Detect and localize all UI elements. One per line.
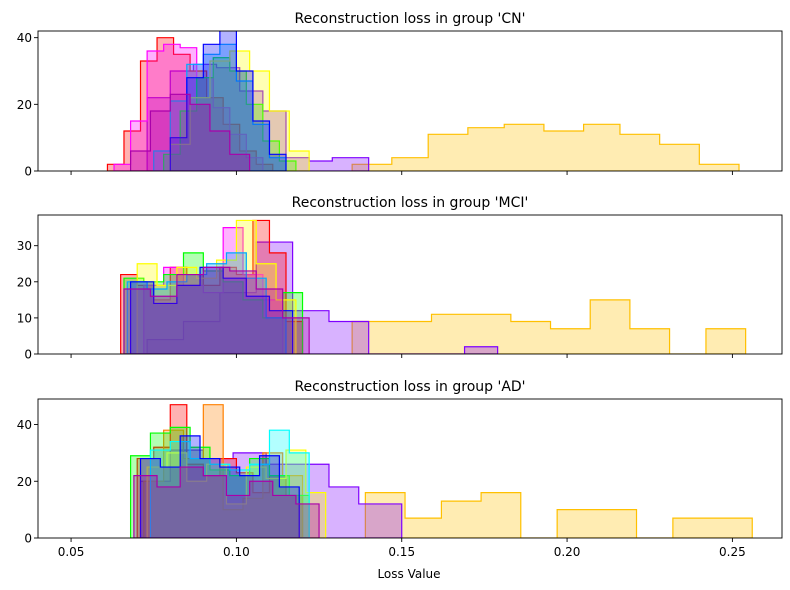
histogram-fill [140,450,402,538]
y-tick-label: 10 [17,311,32,325]
subplot-3: Reconstruction loss in group 'AD' 0 20 40 0.… [17,379,783,559]
histogram-fill [147,450,326,538]
histogram-outline [169,31,287,171]
histogram-fill [114,44,263,171]
histogram-fill [147,242,498,354]
histogram-outline [133,466,320,538]
series-6 [146,449,327,538]
series-7 [149,429,310,538]
y-tick-label: 40 [17,31,32,45]
plot-area [120,219,747,354]
histogram-outline [136,219,297,354]
y-tick-label: 20 [17,98,32,112]
histogram-fill [133,467,320,538]
subplot-1: Reconstruction loss in group 'CN' 0 20 40 [17,11,783,179]
axes-frame [37,30,783,172]
y-tick-label: 0 [24,348,32,362]
histogram-fill [153,44,286,171]
plot-area [106,31,740,171]
histogram-outline [351,299,747,354]
histogram-fill [130,427,310,538]
y-tick-label: 0 [24,165,32,179]
x-tick-label: 0.10 [223,545,250,559]
histogram-outline [351,123,740,171]
series-2 [146,63,370,171]
histogram-outline [149,429,310,538]
series-1 [351,123,740,171]
y-tick-label: 0 [24,532,32,546]
histogram-fill [137,404,303,538]
series-8 [139,435,300,538]
histogram-outline [169,50,310,171]
series-4 [113,43,264,171]
y-tick-label: 30 [17,239,32,253]
histogram-fill [170,51,310,171]
histogram-outline [146,63,370,171]
x-tick-label: 0.20 [554,545,581,559]
histogram-fill [120,220,303,354]
histogram-fill [365,492,753,538]
axes-frame [37,398,783,539]
y-tick-label: 40 [17,418,32,432]
plot-area [129,404,753,538]
histogram-outline [113,43,264,171]
y-tick-label: 20 [17,475,32,489]
histogram-outline [106,37,274,171]
series-8 [169,31,287,171]
histogram-fill [130,267,293,354]
histogram-fill [123,252,303,354]
x-axis-label: Loss Value [377,567,440,581]
series-1 [351,299,747,354]
x-tick-label: 0.05 [58,545,85,559]
histogram-fill [163,57,296,171]
histogram-fill [170,31,286,171]
axes-frame [37,214,783,355]
histogram-fill [130,94,250,171]
histogram-outline [163,57,297,171]
series-6 [169,50,310,171]
x-tick-label: 0.25 [719,545,746,559]
series-9 [133,466,320,538]
histogram-fill [352,124,740,171]
series-1 [364,492,753,538]
series-9 [129,93,251,171]
series-6 [136,219,297,354]
subplot-panels: Reconstruction loss in group 'CN'02040Re… [17,11,783,559]
series-5 [163,57,297,171]
subplot-title: Reconstruction loss in group 'MCI' [292,195,529,211]
series-9 [123,266,310,354]
histogram-outline [139,435,300,538]
histogram-outline [129,93,251,171]
subplot-title: Reconstruction loss in group 'CN' [295,11,526,27]
histogram-fill [147,64,369,171]
y-tick-label: 20 [17,275,32,289]
histogram-outline [123,266,310,354]
x-tick-label: 0.15 [388,545,415,559]
histogram-fill [143,227,283,354]
histogram-fill [352,299,746,354]
histogram-fill [137,220,296,354]
histogram-outline [146,449,327,538]
subplot-2: Reconstruction loss in group 'MCI' 0 10 20 3… [17,195,783,362]
histogram-outline [364,492,753,538]
subplot-title: Reconstruction loss in group 'AD' [294,379,525,395]
